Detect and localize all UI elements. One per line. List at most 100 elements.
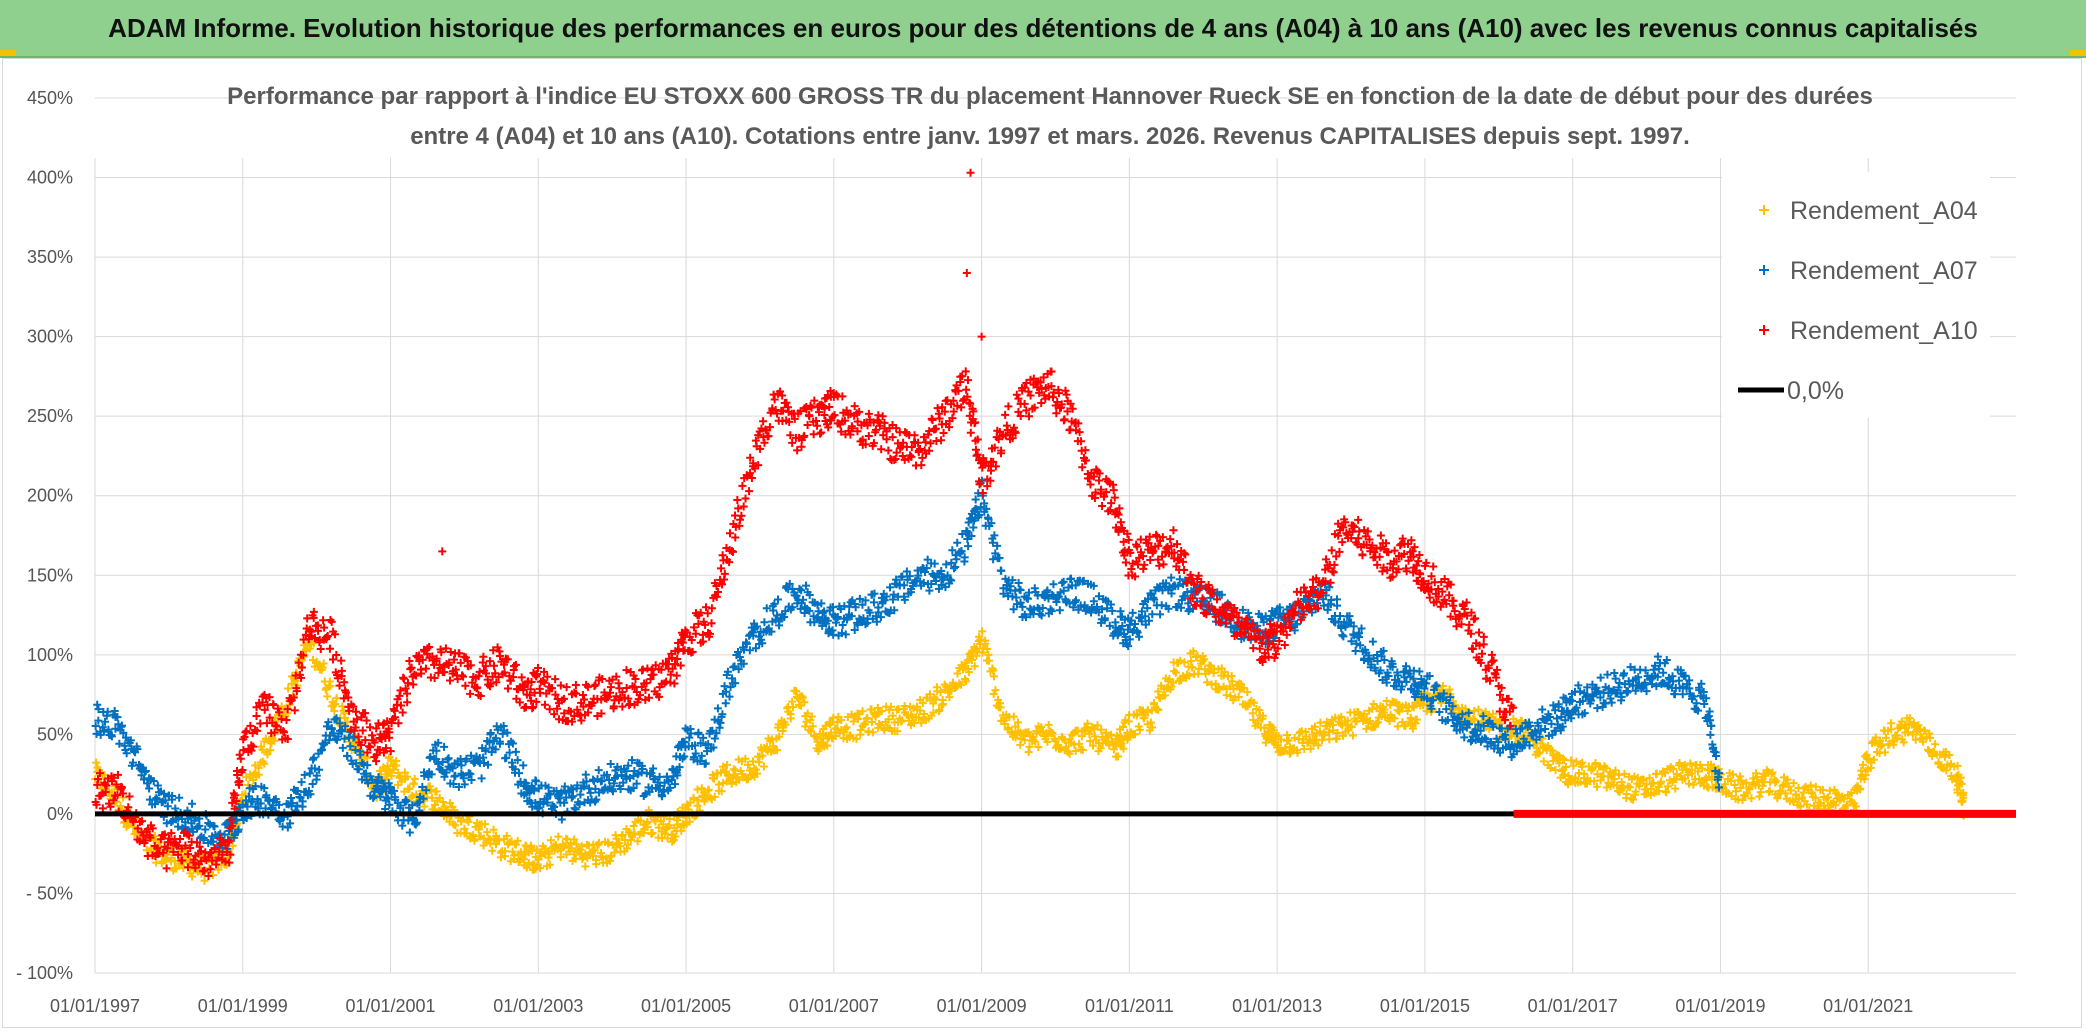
data-point — [1357, 624, 1366, 633]
data-point — [1680, 760, 1689, 769]
data-point — [448, 764, 457, 773]
data-point — [947, 558, 956, 567]
data-point — [1332, 595, 1341, 604]
data-point — [882, 435, 891, 444]
data-point — [386, 747, 395, 756]
data-point — [657, 665, 666, 674]
data-point — [94, 716, 103, 725]
data-point — [1065, 749, 1074, 758]
data-point — [893, 727, 902, 736]
data-point — [1204, 601, 1213, 610]
data-point — [925, 446, 934, 455]
data-point — [316, 644, 325, 653]
data-point — [1333, 728, 1342, 737]
data-point — [687, 635, 696, 644]
data-point — [1115, 504, 1124, 513]
data-point — [440, 742, 449, 751]
data-point — [1488, 709, 1497, 718]
data-point — [1133, 628, 1142, 637]
data-point — [956, 378, 965, 387]
data-point — [394, 719, 403, 728]
data-point — [779, 406, 788, 415]
data-point — [1096, 744, 1105, 753]
data-point — [236, 754, 245, 763]
data-point — [1657, 777, 1666, 786]
data-point — [1021, 613, 1030, 622]
data-point — [418, 655, 427, 664]
data-point — [476, 691, 485, 700]
data-point — [503, 655, 512, 664]
data-point — [1006, 582, 1015, 591]
data-point — [1081, 446, 1090, 455]
data-point — [1069, 603, 1078, 612]
data-point — [363, 761, 372, 770]
data-point — [503, 684, 512, 693]
data-point — [160, 830, 169, 839]
data-point — [1107, 499, 1116, 508]
data-point — [892, 448, 901, 457]
data-point — [937, 436, 946, 445]
data-point — [1261, 627, 1270, 636]
data-point — [925, 586, 934, 595]
data-point — [949, 407, 958, 416]
data-point — [221, 857, 230, 866]
data-point — [481, 662, 490, 671]
data-point — [511, 765, 520, 774]
data-point — [721, 699, 730, 708]
data-point — [1592, 782, 1601, 791]
data-point — [324, 718, 333, 727]
data-point — [1293, 620, 1302, 629]
data-point — [366, 723, 375, 732]
data-point — [727, 779, 736, 788]
data-point — [368, 731, 377, 740]
data-point — [1162, 579, 1171, 588]
data-point — [612, 843, 621, 852]
data-point — [958, 530, 967, 539]
data-point — [1290, 733, 1299, 742]
data-point — [1479, 712, 1488, 721]
data-point — [444, 754, 453, 763]
data-point — [919, 433, 928, 442]
data-point — [936, 687, 945, 696]
data-point — [1409, 674, 1418, 683]
data-point — [249, 742, 258, 751]
data-point — [877, 707, 886, 716]
data-point — [878, 412, 887, 421]
data-point — [466, 689, 475, 698]
data-point — [1188, 594, 1197, 603]
data-point — [466, 661, 475, 670]
data-point — [449, 779, 458, 788]
data-point — [502, 753, 511, 762]
data-point — [1304, 591, 1313, 600]
data-point — [1016, 598, 1025, 607]
data-point — [991, 549, 1000, 558]
data-point — [1427, 704, 1436, 713]
data-point — [122, 749, 131, 758]
data-point — [1175, 575, 1184, 584]
data-point — [529, 703, 538, 712]
data-point — [1167, 573, 1176, 582]
data-point — [1195, 584, 1204, 593]
data-point — [1526, 721, 1535, 730]
data-point — [874, 411, 883, 420]
data-point — [972, 505, 981, 514]
data-point — [168, 792, 177, 801]
data-point — [770, 599, 779, 608]
data-point — [781, 720, 790, 729]
data-point — [1330, 560, 1339, 569]
data-point — [751, 765, 760, 774]
data-point — [1119, 722, 1128, 731]
data-point — [931, 576, 940, 585]
data-point — [1623, 687, 1632, 696]
data-point — [1536, 726, 1545, 735]
data-point — [228, 821, 237, 830]
data-point — [1024, 412, 1033, 421]
data-point — [1705, 707, 1714, 716]
data-point — [745, 646, 754, 655]
data-point — [1926, 733, 1935, 742]
data-point — [1593, 704, 1602, 713]
data-point — [379, 748, 388, 757]
data-point — [1086, 480, 1095, 489]
data-point — [1058, 578, 1067, 587]
data-point — [710, 715, 719, 724]
